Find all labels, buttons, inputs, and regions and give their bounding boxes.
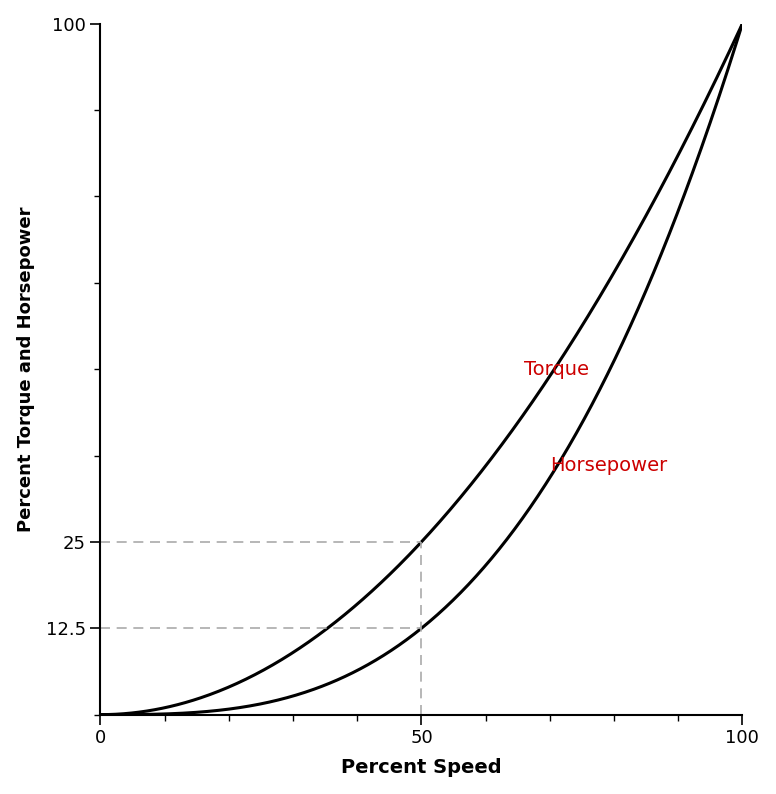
Text: Horsepower: Horsepower xyxy=(550,457,667,476)
X-axis label: Percent Speed: Percent Speed xyxy=(341,758,502,777)
Text: Torque: Torque xyxy=(524,360,589,379)
Y-axis label: Percent Torque and Horsepower: Percent Torque and Horsepower xyxy=(16,206,35,532)
